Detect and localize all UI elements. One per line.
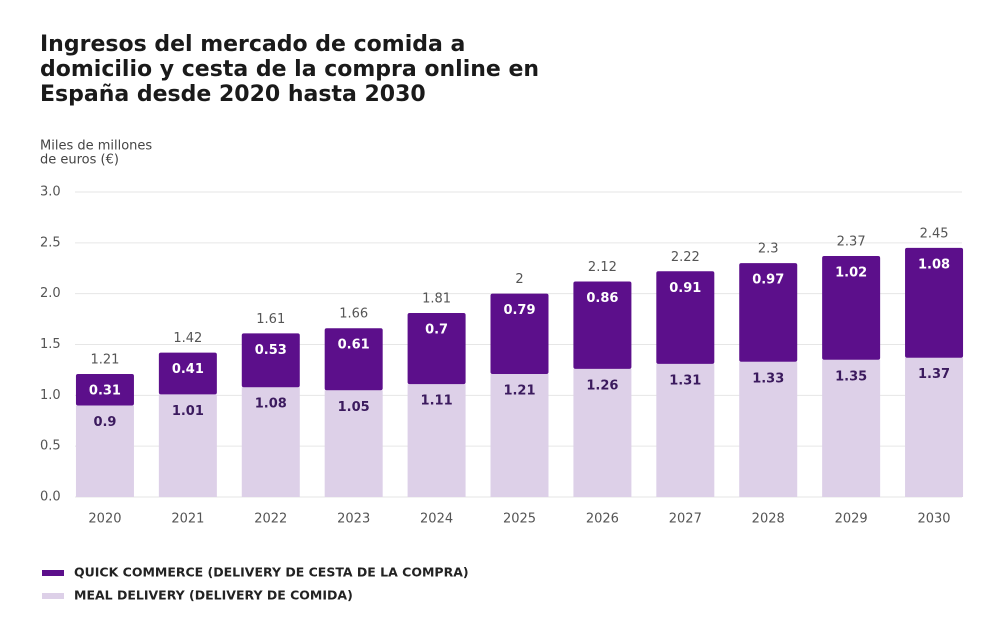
data-label: 1.33 [752,371,784,386]
x-tick-label: 2028 [752,512,785,527]
x-tick-label: 2025 [503,512,536,527]
bar-segment [490,373,549,497]
data-label: 1.31 [669,373,701,388]
bar-segment [158,352,217,395]
bar-segment [241,387,300,497]
total-label: 1.42 [173,331,202,346]
total-label: 2.45 [920,226,949,241]
y-tick-label: 1.0 [40,388,61,403]
y-axis-label: Miles de millones [40,139,152,154]
y-tick-label: 0.0 [40,490,61,505]
y-tick-label: 0.5 [40,439,61,454]
x-tick-label: 2030 [917,512,950,527]
total-label: 2.37 [837,235,866,250]
data-label: 0.61 [338,338,370,353]
total-label: 1.81 [422,291,451,306]
legend-label: MEAL DELIVERY (DELIVERY DE COMIDA) [74,588,353,603]
legend-label: QUICK COMMERCE (DELIVERY DE CESTA DE LA … [74,565,469,580]
data-label: 1.01 [172,404,204,419]
data-label: 1.37 [918,367,950,382]
y-tick-label: 2.5 [40,235,61,250]
bar-segment [241,333,300,388]
y-tick-label: 2.0 [40,286,61,301]
bar-segment [905,357,964,497]
data-label: 1.11 [421,394,453,409]
chart-title: domicilio y cesta de la compra online en [40,57,539,82]
x-tick-label: 2026 [586,512,619,527]
data-label: 1.21 [503,383,535,398]
total-label: 2.12 [588,260,617,275]
bar-segment [324,328,383,391]
total-label: 2.3 [758,242,779,257]
bar-segment [573,281,632,369]
x-tick-label: 2020 [88,512,121,527]
bar-segment [75,373,134,406]
legend-swatch [42,570,64,576]
data-label: 0.79 [503,303,535,318]
data-label: 1.08 [255,397,287,412]
chart-title: España desde 2020 hasta 2030 [40,82,426,107]
x-tick-label: 2027 [669,512,702,527]
x-tick-label: 2029 [835,512,868,527]
data-label: 1.26 [586,378,618,393]
bar-segment [573,368,632,497]
total-label: 2.22 [671,250,700,265]
data-label: 1.02 [835,266,867,281]
data-label: 1.05 [338,400,370,415]
data-label: 0.86 [586,291,618,306]
bar-segment [822,359,881,497]
total-label: 1.21 [90,352,119,367]
data-label: 0.91 [669,281,701,296]
bar-segment [75,405,134,497]
x-tick-label: 2021 [171,512,204,527]
data-label: 0.53 [255,343,287,358]
y-tick-label: 1.5 [40,337,61,352]
data-label: 1.35 [835,369,867,384]
data-label: 0.97 [752,273,784,288]
bar-segment [158,394,217,497]
y-tick-label: 3.0 [40,185,61,200]
x-tick-label: 2022 [254,512,287,527]
bar-segment [407,312,466,385]
bar-segment [739,263,798,362]
bar-segment [822,256,881,360]
legend-swatch [42,593,64,599]
y-axis-label: de euros (€) [40,153,119,168]
x-tick-label: 2023 [337,512,370,527]
total-label: 2 [515,272,523,287]
data-label: 0.7 [425,322,448,337]
chart-title: Ingresos del mercado de comida a [40,32,465,57]
bar-segment [656,363,715,497]
total-label: 1.61 [256,312,285,327]
data-label: 0.41 [172,362,204,377]
bar-segment [656,271,715,364]
x-tick-label: 2024 [420,512,453,527]
data-label: 1.08 [918,257,950,272]
bar-segment [490,293,549,374]
bar-segment [324,390,383,497]
bar-segment [739,361,798,497]
bar-segment [905,247,964,358]
data-label: 0.9 [93,415,116,430]
total-label: 1.66 [339,307,368,322]
data-label: 0.31 [89,383,121,398]
bar-segment [407,384,466,497]
